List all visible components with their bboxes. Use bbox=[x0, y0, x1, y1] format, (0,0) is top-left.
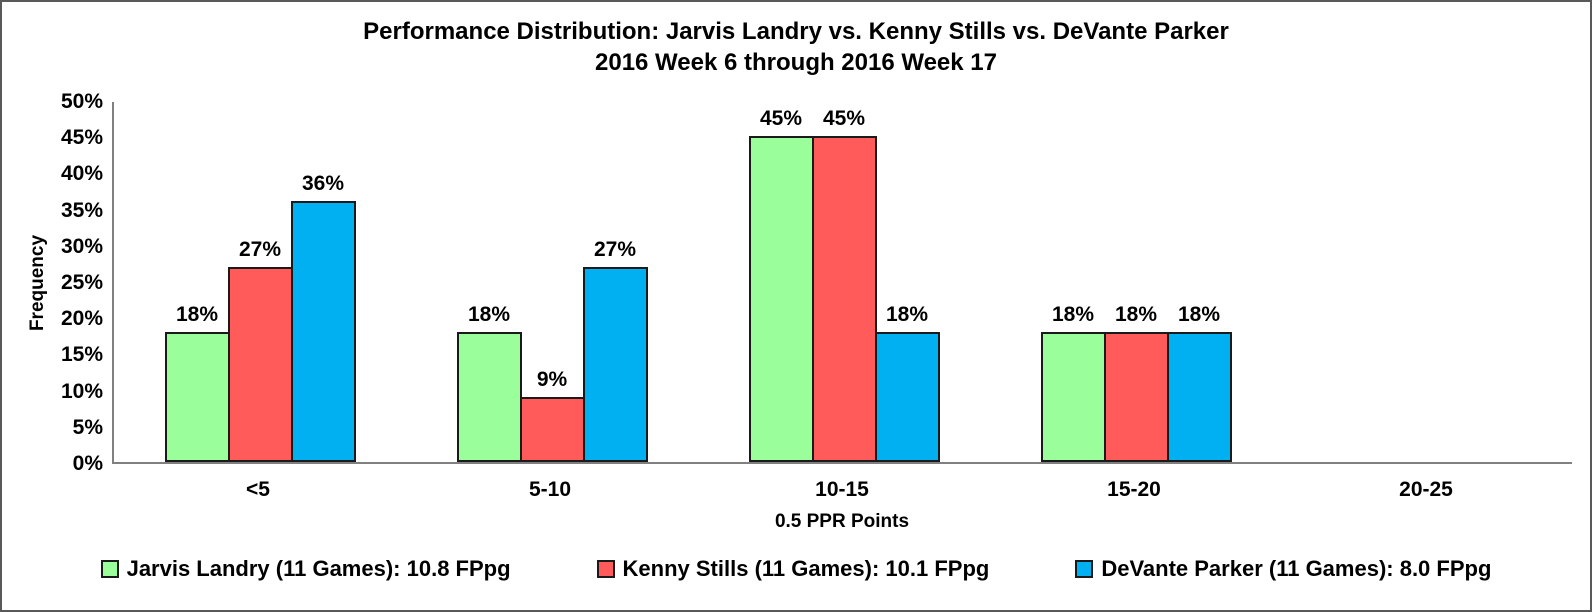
bar: 9% bbox=[519, 368, 585, 462]
bar-data-label: 27% bbox=[238, 238, 282, 261]
bar: 36% bbox=[290, 172, 356, 462]
y-tick-label: 15% bbox=[60, 343, 103, 367]
x-tick-label: 20-25 bbox=[1399, 478, 1453, 501]
y-tick-label: 40% bbox=[60, 162, 103, 186]
bar: 27% bbox=[227, 238, 293, 462]
legend-label: DeVante Parker (11 Games): 8.0 FPpg bbox=[1101, 556, 1492, 581]
bar-group bbox=[1282, 102, 1574, 462]
y-tick-label: 5% bbox=[72, 415, 103, 439]
bar-group: 18% 9% 27% bbox=[406, 102, 698, 462]
legend-swatch bbox=[596, 560, 615, 578]
y-tick-label: 50% bbox=[60, 90, 103, 113]
bar-group: 45% 45% 18% bbox=[698, 102, 990, 462]
legend-item: Jarvis Landry (11 Games): 10.8 FPpg bbox=[100, 556, 511, 582]
legend: Jarvis Landry (11 Games): 10.8 FPpg Kenny… bbox=[2, 556, 1590, 582]
bar: 18% bbox=[456, 303, 522, 462]
bar: 18% bbox=[1166, 303, 1232, 462]
x-tick-label: 15-20 bbox=[1107, 478, 1161, 501]
chart-title: Performance Distribution: Jarvis Landry … bbox=[363, 18, 1229, 45]
chart-title-block: Performance Distribution: Jarvis Landry … bbox=[2, 16, 1590, 78]
y-tick-label: 30% bbox=[60, 234, 103, 258]
x-axis-title: 0.5 PPR Points bbox=[774, 511, 910, 532]
bar-group: 18% 18% 18% bbox=[990, 102, 1282, 462]
legend-item: DeVante Parker (11 Games): 8.0 FPpg bbox=[1075, 556, 1491, 582]
y-tick-label: 25% bbox=[60, 271, 103, 294]
bar: 45% bbox=[748, 107, 814, 462]
x-tick-label: 10-15 bbox=[815, 478, 869, 501]
y-tick-label: 10% bbox=[60, 379, 103, 403]
legend-label: Kenny Stills (11 Games): 10.1 FPpg bbox=[622, 556, 990, 581]
bar-group: 18% 27% 36% bbox=[114, 102, 406, 462]
bar-data-label: 18% bbox=[1177, 303, 1221, 326]
chart-subtitle: 2016 Week 6 through 2016 Week 17 bbox=[595, 49, 997, 76]
bar-data-label: 18% bbox=[1051, 303, 1095, 326]
y-tick-label: 20% bbox=[60, 307, 103, 331]
bar-data-label: 36% bbox=[301, 172, 345, 195]
bar: 18% bbox=[164, 303, 230, 462]
y-tick-label: 45% bbox=[60, 126, 103, 150]
y-tick-label: 35% bbox=[60, 198, 103, 222]
legend-item: Kenny Stills (11 Games): 10.1 FPpg bbox=[596, 556, 990, 582]
bar-data-label: 45% bbox=[759, 107, 803, 130]
bar-data-label: 18% bbox=[175, 303, 219, 326]
plot-area: 18% 27% 36% 18% 9% 27% 45% 45% 18% 18% 18% 18% bbox=[112, 102, 1572, 464]
bar: 18% bbox=[874, 303, 940, 462]
y-tick-label: 0% bbox=[72, 452, 103, 475]
legend-swatch bbox=[1075, 560, 1094, 578]
legend-swatch bbox=[100, 560, 119, 578]
bar-data-label: 45% bbox=[822, 107, 866, 130]
legend-label: Jarvis Landry (11 Games): 10.8 FPpg bbox=[126, 556, 511, 581]
x-tick-label: <5 bbox=[246, 478, 270, 501]
bar: 45% bbox=[811, 107, 877, 462]
bar: 18% bbox=[1040, 303, 1106, 462]
bar-data-label: 18% bbox=[1114, 303, 1158, 326]
bar-data-label: 18% bbox=[885, 303, 929, 326]
x-tick-label: 5-10 bbox=[528, 478, 572, 501]
bar-data-label: 9% bbox=[536, 368, 568, 391]
bar-data-label: 27% bbox=[593, 238, 637, 261]
bar: 27% bbox=[582, 238, 648, 462]
bar-data-label: 18% bbox=[467, 303, 511, 326]
bar: 18% bbox=[1103, 303, 1169, 462]
